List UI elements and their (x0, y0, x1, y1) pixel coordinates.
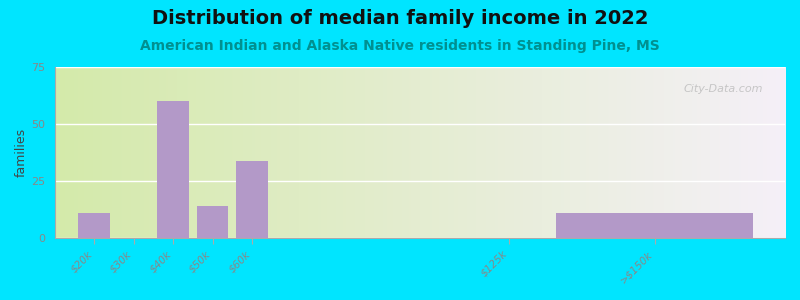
Bar (556, 213, 754, 238)
Text: American Indian and Alaska Native residents in Standing Pine, MS: American Indian and Alaska Native reside… (140, 39, 660, 53)
Bar (236, 161, 268, 238)
Text: Distribution of median family income in 2022: Distribution of median family income in … (152, 9, 648, 28)
Bar (158, 101, 189, 238)
Y-axis label: families: families (15, 128, 28, 177)
Text: City-Data.com: City-Data.com (683, 84, 763, 94)
Bar (197, 206, 228, 238)
Bar (78, 213, 110, 238)
